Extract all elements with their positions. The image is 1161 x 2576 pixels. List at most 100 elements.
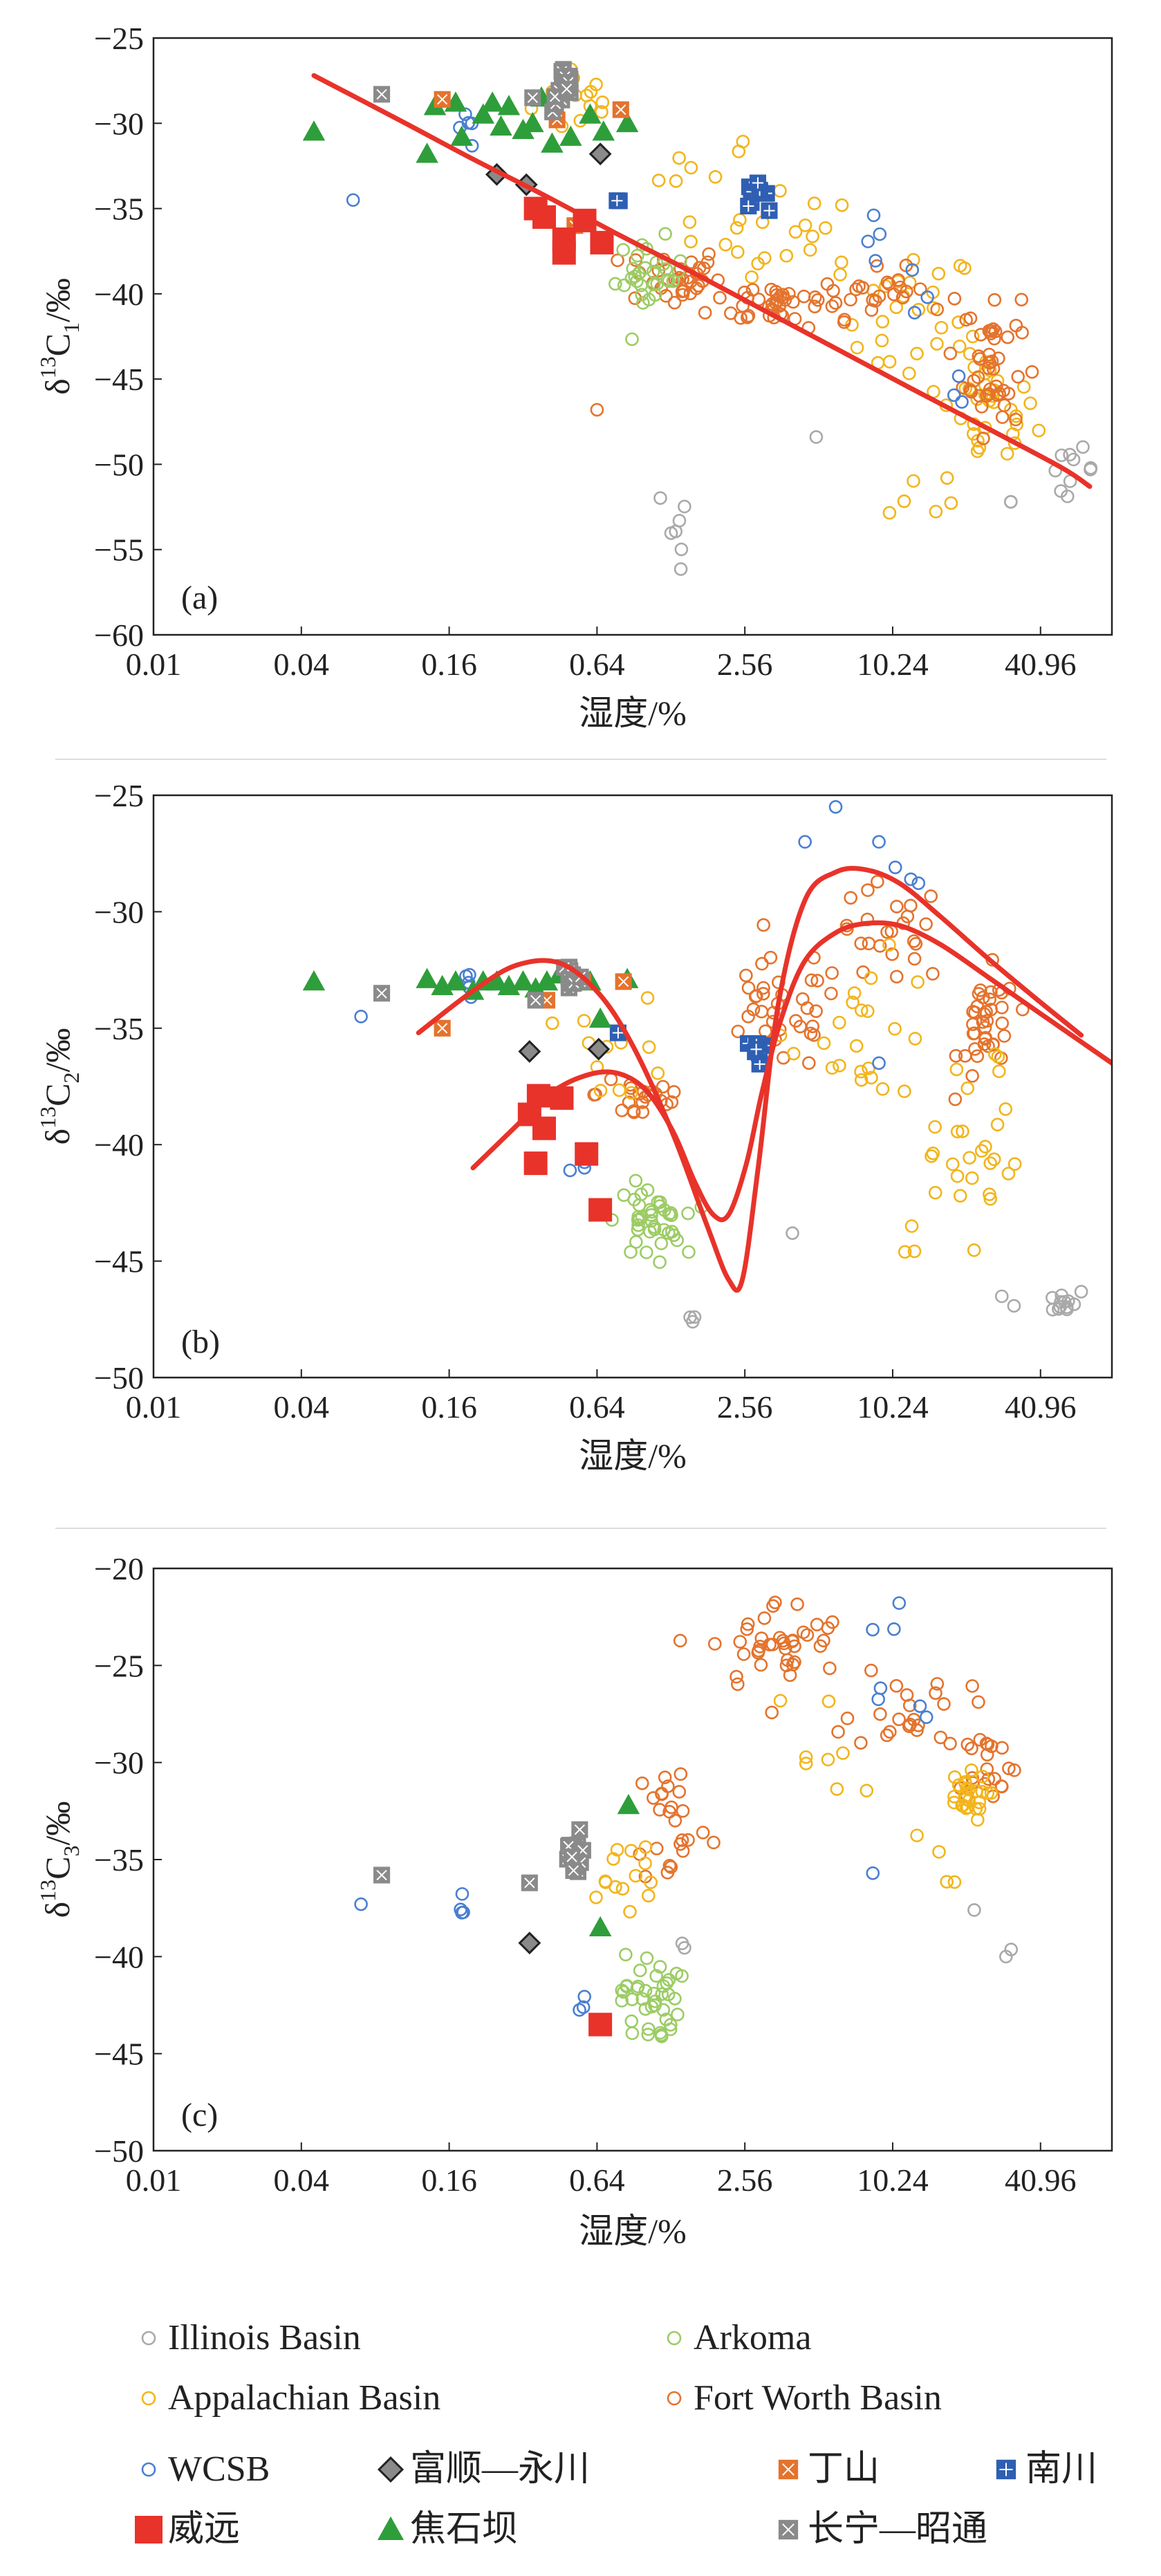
data-point xyxy=(849,1039,864,1053)
data-point xyxy=(696,1826,710,1840)
series-fortworth xyxy=(587,875,1030,1120)
series-changning xyxy=(373,1821,591,1891)
data-point xyxy=(684,255,698,270)
data-point xyxy=(898,1245,912,1259)
data-point xyxy=(786,1226,799,1240)
data-point xyxy=(930,302,945,317)
data-point xyxy=(967,1026,981,1040)
data-point xyxy=(854,1073,869,1087)
data-point xyxy=(653,491,667,505)
data-point xyxy=(945,1157,960,1171)
y-tick-label: −40 xyxy=(94,1127,144,1162)
data-point xyxy=(825,299,839,313)
legend-label: 富顺—永川 xyxy=(410,2449,590,2489)
data-point xyxy=(932,1845,946,1859)
data-point xyxy=(964,384,978,399)
legend-item-illinois: Illinois Basin xyxy=(141,2318,361,2357)
x-tick-label: 10.24 xyxy=(857,2162,929,2198)
data-point xyxy=(682,215,697,229)
data-point xyxy=(697,261,711,275)
data-point xyxy=(934,321,949,335)
data-point xyxy=(523,1151,548,1176)
data-point xyxy=(666,274,680,288)
data-point xyxy=(434,91,451,108)
data-point xyxy=(590,402,604,417)
data-point xyxy=(518,1931,541,1955)
y-tick-label: −50 xyxy=(94,447,144,482)
data-point xyxy=(950,1169,965,1183)
data-point xyxy=(880,1728,894,1743)
data-point xyxy=(765,1705,779,1720)
trend-line xyxy=(470,920,1112,1223)
data-point xyxy=(626,261,640,276)
data-point xyxy=(989,379,1003,393)
data-point xyxy=(973,352,987,366)
data-point xyxy=(786,1046,801,1061)
series-appalachian xyxy=(589,1694,999,1919)
data-point xyxy=(1002,1761,1016,1775)
legend-label: 焦石坝 xyxy=(410,2510,518,2549)
data-point xyxy=(909,937,923,951)
data-point xyxy=(925,1149,938,1163)
data-point xyxy=(919,917,933,932)
data-point xyxy=(866,208,881,223)
data-point xyxy=(373,985,391,1002)
data-point xyxy=(749,174,767,192)
data-point xyxy=(963,1151,976,1165)
data-point xyxy=(641,2028,656,2041)
data-point xyxy=(730,221,744,235)
data-point xyxy=(612,101,629,118)
data-point xyxy=(860,1783,874,1798)
data-point xyxy=(854,936,868,950)
data-point xyxy=(888,1021,902,1036)
y-axis-title: δ13C3/‰ xyxy=(35,1801,84,1918)
data-point xyxy=(958,1049,972,1063)
data-point xyxy=(900,1688,914,1702)
y-tick-label: −40 xyxy=(94,1939,144,1974)
data-point xyxy=(713,290,727,305)
data-point xyxy=(589,77,603,91)
data-point xyxy=(883,1725,897,1739)
data-point xyxy=(818,221,833,235)
data-point xyxy=(860,1004,875,1019)
data-point xyxy=(902,367,916,380)
data-point xyxy=(707,1637,722,1651)
data-point xyxy=(967,1243,981,1257)
data-point xyxy=(521,1874,538,1891)
data-point xyxy=(972,1695,985,1709)
data-point xyxy=(1000,447,1014,461)
data-point xyxy=(980,1014,994,1028)
data-point xyxy=(563,1163,577,1178)
data-point xyxy=(810,1618,824,1631)
y-axis-title: δ13C2/‰ xyxy=(35,1028,84,1145)
data-point xyxy=(458,107,472,121)
data-point xyxy=(982,387,996,401)
data-point xyxy=(950,1124,965,1139)
y-tick-label: −35 xyxy=(94,1842,144,1878)
data-point xyxy=(646,264,660,279)
data-point xyxy=(611,253,624,268)
data-point xyxy=(831,1725,845,1739)
series-weiyuan xyxy=(523,196,614,265)
data-point xyxy=(653,1960,667,1974)
data-point xyxy=(667,1085,681,1099)
data-point xyxy=(861,234,875,248)
data-point xyxy=(955,395,969,409)
data-point xyxy=(802,1056,816,1071)
data-point xyxy=(741,981,756,995)
data-point xyxy=(833,1015,846,1030)
x-tick-label: 0.16 xyxy=(421,647,477,682)
data-point xyxy=(661,1987,676,2001)
data-point xyxy=(892,1712,906,1726)
data-point xyxy=(983,992,996,1006)
legend-label: 南川 xyxy=(1025,2449,1097,2489)
data-point xyxy=(624,1844,638,1857)
data-point xyxy=(518,1040,541,1063)
data-point xyxy=(872,289,886,304)
data-point xyxy=(990,1118,1005,1131)
y-tick-label: −50 xyxy=(94,1360,144,1396)
data-point xyxy=(373,1866,391,1884)
data-point xyxy=(850,340,864,355)
data-point xyxy=(910,1828,924,1842)
data-point xyxy=(862,936,876,951)
